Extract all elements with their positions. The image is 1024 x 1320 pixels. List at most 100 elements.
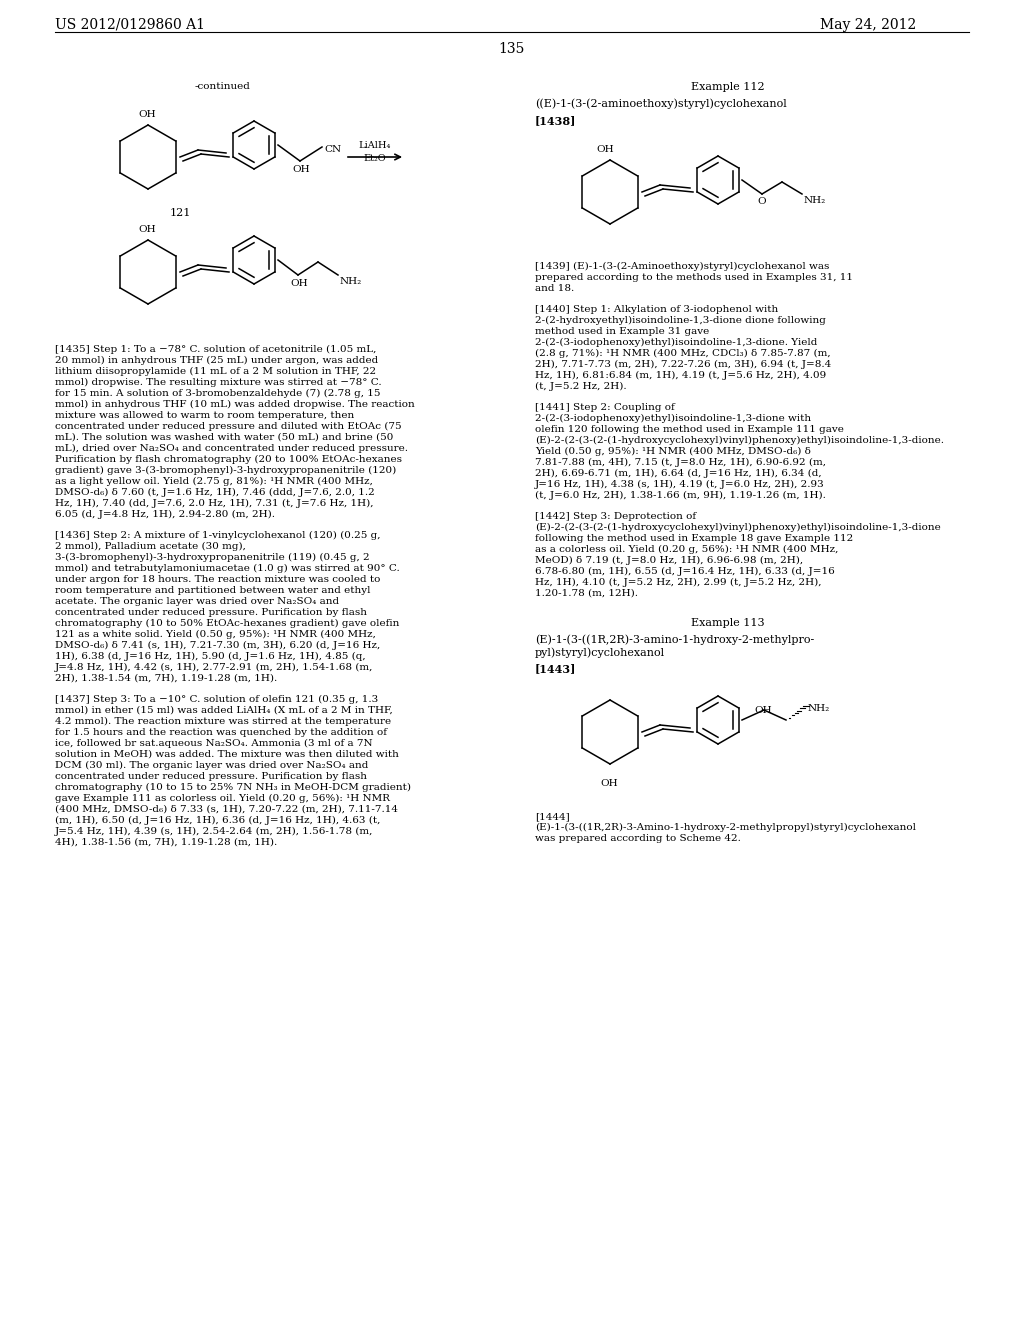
Text: 2-(2-hydroxyethyl)isoindoline-1,3-dione dione following: 2-(2-hydroxyethyl)isoindoline-1,3-dione … (535, 315, 826, 325)
Text: Hz, 1H), 7.40 (dd, J=7.6, 2.0 Hz, 1H), 7.31 (t, J=7.6 Hz, 1H),: Hz, 1H), 7.40 (dd, J=7.6, 2.0 Hz, 1H), 7… (55, 499, 374, 508)
Text: 2 mmol), Palladium acetate (30 mg),: 2 mmol), Palladium acetate (30 mg), (55, 543, 246, 552)
Text: for 15 min. A solution of 3-bromobenzaldehyde (7) (2.78 g, 15: for 15 min. A solution of 3-bromobenzald… (55, 389, 381, 399)
Text: OH: OH (596, 145, 613, 154)
Text: (t, J=6.0 Hz, 2H), 1.38-1.66 (m, 9H), 1.19-1.26 (m, 1H).: (t, J=6.0 Hz, 2H), 1.38-1.66 (m, 9H), 1.… (535, 491, 826, 500)
Text: DMSO-d₆) δ 7.60 (t, J=1.6 Hz, 1H), 7.46 (ddd, J=7.6, 2.0, 1.2: DMSO-d₆) δ 7.60 (t, J=1.6 Hz, 1H), 7.46 … (55, 488, 375, 498)
Text: [1438]: [1438] (535, 115, 577, 125)
Text: [1441] Step 2: Coupling of: [1441] Step 2: Coupling of (535, 403, 675, 412)
Text: NH₂: NH₂ (804, 195, 826, 205)
Text: May 24, 2012: May 24, 2012 (820, 18, 916, 32)
Text: 135: 135 (499, 42, 525, 55)
Text: 4H), 1.38-1.56 (m, 7H), 1.19-1.28 (m, 1H).: 4H), 1.38-1.56 (m, 7H), 1.19-1.28 (m, 1H… (55, 838, 278, 847)
Text: (E)-1-(3-((1R,2R)-3-amino-1-hydroxy-2-methylpro-: (E)-1-(3-((1R,2R)-3-amino-1-hydroxy-2-me… (535, 634, 814, 644)
Text: 1.20-1.78 (m, 12H).: 1.20-1.78 (m, 12H). (535, 589, 638, 598)
Text: Example 113: Example 113 (691, 618, 765, 628)
Text: DMSO-d₆) δ 7.41 (s, 1H), 7.21-7.30 (m, 3H), 6.20 (d, J=16 Hz,: DMSO-d₆) δ 7.41 (s, 1H), 7.21-7.30 (m, 3… (55, 642, 380, 651)
Text: concentrated under reduced pressure and diluted with EtOAc (75: concentrated under reduced pressure and … (55, 422, 401, 432)
Text: DCM (30 ml). The organic layer was dried over Na₂SO₄ and: DCM (30 ml). The organic layer was dried… (55, 762, 369, 770)
Text: Hz, 1H), 6.81:6.84 (m, 1H), 4.19 (t, J=5.6 Hz, 2H), 4.09: Hz, 1H), 6.81:6.84 (m, 1H), 4.19 (t, J=5… (535, 371, 826, 380)
Text: J=16 Hz, 1H), 4.38 (s, 1H), 4.19 (t, J=6.0 Hz, 2H), 2.93: J=16 Hz, 1H), 4.38 (s, 1H), 4.19 (t, J=6… (535, 480, 824, 490)
Text: US 2012/0129860 A1: US 2012/0129860 A1 (55, 18, 205, 32)
Text: Purification by flash chromatography (20 to 100% EtOAc-hexanes: Purification by flash chromatography (20… (55, 455, 402, 465)
Text: prepared according to the methods used in Examples 31, 11: prepared according to the methods used i… (535, 273, 853, 282)
Text: OH: OH (290, 279, 307, 288)
Text: lithium diisopropylamide (11 mL of a 2 M solution in THF, 22: lithium diisopropylamide (11 mL of a 2 M… (55, 367, 376, 376)
Text: mL), dried over Na₂SO₄ and concentrated under reduced pressure.: mL), dried over Na₂SO₄ and concentrated … (55, 444, 408, 453)
Text: 20 mmol) in anhydrous THF (25 mL) under argon, was added: 20 mmol) in anhydrous THF (25 mL) under … (55, 356, 378, 366)
Text: Example 112: Example 112 (691, 82, 765, 92)
Text: [1437] Step 3: To a −10° C. solution of olefin 121 (0.35 g, 1.3: [1437] Step 3: To a −10° C. solution of … (55, 696, 378, 704)
Text: O: O (757, 197, 766, 206)
Text: chromatography (10 to 15 to 25% 7N NH₃ in MeOH-DCM gradient): chromatography (10 to 15 to 25% 7N NH₃ i… (55, 783, 411, 792)
Text: 2-(2-(3-iodophenoxy)ethyl)isoindoline-1,3-dione. Yield: 2-(2-(3-iodophenoxy)ethyl)isoindoline-1,… (535, 338, 817, 347)
Text: olefin 120 following the method used in Example 111 gave: olefin 120 following the method used in … (535, 425, 844, 434)
Text: [1440] Step 1: Alkylation of 3-iodophenol with: [1440] Step 1: Alkylation of 3-iodopheno… (535, 305, 778, 314)
Text: acetate. The organic layer was dried over Na₂SO₄ and: acetate. The organic layer was dried ove… (55, 597, 339, 606)
Text: NH₂: NH₂ (808, 704, 830, 713)
Text: J=5.4 Hz, 1H), 4.39 (s, 1H), 2.54-2.64 (m, 2H), 1.56-1.78 (m,: J=5.4 Hz, 1H), 4.39 (s, 1H), 2.54-2.64 (… (55, 828, 374, 836)
Text: CN: CN (324, 145, 341, 154)
Text: pyl)styryl)cyclohexanol: pyl)styryl)cyclohexanol (535, 647, 666, 657)
Text: 121 as a white solid. Yield (0.50 g, 95%): ¹H NMR (400 MHz,: 121 as a white solid. Yield (0.50 g, 95%… (55, 630, 376, 639)
Text: following the method used in Example 18 gave Example 112: following the method used in Example 18 … (535, 535, 853, 543)
Text: Et₂O: Et₂O (364, 154, 386, 162)
Text: LiAlH₄: LiAlH₄ (358, 141, 391, 150)
Text: (E)-2-(2-(3-(2-(1-hydroxycyclohexyl)vinyl)phenoxy)ethyl)isoindoline-1,3-dione.: (E)-2-(2-(3-(2-(1-hydroxycyclohexyl)viny… (535, 436, 944, 445)
Text: gave Example 111 as colorless oil. Yield (0.20 g, 56%): ¹H NMR: gave Example 111 as colorless oil. Yield… (55, 795, 390, 803)
Text: 3-(3-bromophenyl)-3-hydroxypropanenitrile (119) (0.45 g, 2: 3-(3-bromophenyl)-3-hydroxypropanenitril… (55, 553, 370, 562)
Text: OH: OH (138, 224, 156, 234)
Text: mmol) dropwise. The resulting mixture was stirred at −78° C.: mmol) dropwise. The resulting mixture wa… (55, 378, 382, 387)
Text: [1442] Step 3: Deprotection of: [1442] Step 3: Deprotection of (535, 512, 696, 521)
Text: solution in MeOH) was added. The mixture was then diluted with: solution in MeOH) was added. The mixture… (55, 750, 399, 759)
Text: 121: 121 (169, 209, 190, 218)
Text: mixture was allowed to warm to room temperature, then: mixture was allowed to warm to room temp… (55, 411, 354, 420)
Text: gradient) gave 3-(3-bromophenyl)-3-hydroxypropanenitrile (120): gradient) gave 3-(3-bromophenyl)-3-hydro… (55, 466, 396, 475)
Text: 6.78-6.80 (m, 1H), 6.55 (d, J=16.4 Hz, 1H), 6.33 (d, J=16: 6.78-6.80 (m, 1H), 6.55 (d, J=16.4 Hz, 1… (535, 568, 835, 576)
Text: ((E)-1-(3-(2-aminoethoxy)styryl)cyclohexanol: ((E)-1-(3-(2-aminoethoxy)styryl)cyclohex… (535, 98, 786, 108)
Text: mmol) in ether (15 ml) was added LiAlH₄ (X mL of a 2 M in THF,: mmol) in ether (15 ml) was added LiAlH₄ … (55, 706, 393, 715)
Text: OH: OH (600, 779, 617, 788)
Text: [1444]: [1444] (535, 812, 569, 821)
Text: MeOD) δ 7.19 (t, J=8.0 Hz, 1H), 6.96-6.98 (m, 2H),: MeOD) δ 7.19 (t, J=8.0 Hz, 1H), 6.96-6.9… (535, 556, 803, 565)
Text: and 18.: and 18. (535, 284, 574, 293)
Text: (2.8 g, 71%): ¹H NMR (400 MHz, CDCl₃) δ 7.85-7.87 (m,: (2.8 g, 71%): ¹H NMR (400 MHz, CDCl₃) δ … (535, 348, 830, 358)
Text: (400 MHz, DMSO-d₆) δ 7.33 (s, 1H), 7.20-7.22 (m, 2H), 7.11-7.14: (400 MHz, DMSO-d₆) δ 7.33 (s, 1H), 7.20-… (55, 805, 398, 814)
Text: 7.81-7.88 (m, 4H), 7.15 (t, J=8.0 Hz, 1H), 6.90-6.92 (m,: 7.81-7.88 (m, 4H), 7.15 (t, J=8.0 Hz, 1H… (535, 458, 826, 467)
Text: [1443]: [1443] (535, 663, 577, 675)
Text: as a light yellow oil. Yield (2.75 g, 81%): ¹H NMR (400 MHz,: as a light yellow oil. Yield (2.75 g, 81… (55, 477, 373, 486)
Text: (m, 1H), 6.50 (d, J=16 Hz, 1H), 6.36 (d, J=16 Hz, 1H), 4.63 (t,: (m, 1H), 6.50 (d, J=16 Hz, 1H), 6.36 (d,… (55, 816, 380, 825)
Text: Hz, 1H), 4.10 (t, J=5.2 Hz, 2H), 2.99 (t, J=5.2 Hz, 2H),: Hz, 1H), 4.10 (t, J=5.2 Hz, 2H), 2.99 (t… (535, 578, 821, 587)
Text: 2H), 6.69-6.71 (m, 1H), 6.64 (d, J=16 Hz, 1H), 6.34 (d,: 2H), 6.69-6.71 (m, 1H), 6.64 (d, J=16 Hz… (535, 469, 821, 478)
Text: under argon for 18 hours. The reaction mixture was cooled to: under argon for 18 hours. The reaction m… (55, 576, 380, 583)
Text: -continued: -continued (195, 82, 250, 91)
Text: 6.05 (d, J=4.8 Hz, 1H), 2.94-2.80 (m, 2H).: 6.05 (d, J=4.8 Hz, 1H), 2.94-2.80 (m, 2H… (55, 510, 275, 519)
Text: ice, followed br sat.aqueous Na₂SO₄. Ammonia (3 ml of a 7N: ice, followed br sat.aqueous Na₂SO₄. Amm… (55, 739, 373, 748)
Text: OH: OH (138, 110, 156, 119)
Text: [1439] (E)-1-(3-(2-Aminoethoxy)styryl)cyclohexanol was: [1439] (E)-1-(3-(2-Aminoethoxy)styryl)cy… (535, 261, 829, 271)
Text: J=4.8 Hz, 1H), 4.42 (s, 1H), 2.77-2.91 (m, 2H), 1.54-1.68 (m,: J=4.8 Hz, 1H), 4.42 (s, 1H), 2.77-2.91 (… (55, 663, 374, 672)
Text: OH: OH (754, 706, 772, 715)
Text: was prepared according to Scheme 42.: was prepared according to Scheme 42. (535, 834, 741, 843)
Text: [1436] Step 2: A mixture of 1-vinylcyclohexanol (120) (0.25 g,: [1436] Step 2: A mixture of 1-vinylcyclo… (55, 531, 381, 540)
Text: NH₂: NH₂ (340, 277, 362, 286)
Text: method used in Example 31 gave: method used in Example 31 gave (535, 327, 710, 337)
Text: OH: OH (292, 165, 309, 174)
Text: Yield (0.50 g, 95%): ¹H NMR (400 MHz, DMSO-d₆) δ: Yield (0.50 g, 95%): ¹H NMR (400 MHz, DM… (535, 447, 811, 457)
Text: (E)-2-(2-(3-(2-(1-hydroxycyclohexyl)vinyl)phenoxy)ethyl)isoindoline-1,3-dione: (E)-2-(2-(3-(2-(1-hydroxycyclohexyl)viny… (535, 523, 941, 532)
Text: 2H), 1.38-1.54 (m, 7H), 1.19-1.28 (m, 1H).: 2H), 1.38-1.54 (m, 7H), 1.19-1.28 (m, 1H… (55, 675, 278, 682)
Text: 1H), 6.38 (d, J=16 Hz, 1H), 5.90 (d, J=1.6 Hz, 1H), 4.85 (q,: 1H), 6.38 (d, J=16 Hz, 1H), 5.90 (d, J=1… (55, 652, 366, 661)
Text: as a colorless oil. Yield (0.20 g, 56%): ¹H NMR (400 MHz,: as a colorless oil. Yield (0.20 g, 56%):… (535, 545, 839, 554)
Text: 2H), 7.71-7.73 (m, 2H), 7.22-7.26 (m, 3H), 6.94 (t, J=8.4: 2H), 7.71-7.73 (m, 2H), 7.22-7.26 (m, 3H… (535, 360, 831, 370)
Text: mmol) and tetrabutylamoniumacetae (1.0 g) was stirred at 90° C.: mmol) and tetrabutylamoniumacetae (1.0 g… (55, 564, 399, 573)
Text: room temperature and partitioned between water and ethyl: room temperature and partitioned between… (55, 586, 371, 595)
Text: mL). The solution was washed with water (50 mL) and brine (50: mL). The solution was washed with water … (55, 433, 393, 442)
Text: (t, J=5.2 Hz, 2H).: (t, J=5.2 Hz, 2H). (535, 381, 627, 391)
Text: concentrated under reduced pressure. Purification by flash: concentrated under reduced pressure. Pur… (55, 609, 367, 616)
Text: concentrated under reduced pressure. Purification by flash: concentrated under reduced pressure. Pur… (55, 772, 367, 781)
Text: 2-(2-(3-iodophenoxy)ethyl)isoindoline-1,3-dione with: 2-(2-(3-iodophenoxy)ethyl)isoindoline-1,… (535, 414, 811, 424)
Text: [1435] Step 1: To a −78° C. solution of acetonitrile (1.05 mL,: [1435] Step 1: To a −78° C. solution of … (55, 345, 377, 354)
Text: for 1.5 hours and the reaction was quenched by the addition of: for 1.5 hours and the reaction was quenc… (55, 729, 387, 737)
Text: chromatography (10 to 50% EtOAc-hexanes gradient) gave olefin: chromatography (10 to 50% EtOAc-hexanes … (55, 619, 399, 628)
Text: 4.2 mmol). The reaction mixture was stirred at the temperature: 4.2 mmol). The reaction mixture was stir… (55, 717, 391, 726)
Text: mmol) in anhydrous THF (10 mL) was added dropwise. The reaction: mmol) in anhydrous THF (10 mL) was added… (55, 400, 415, 409)
